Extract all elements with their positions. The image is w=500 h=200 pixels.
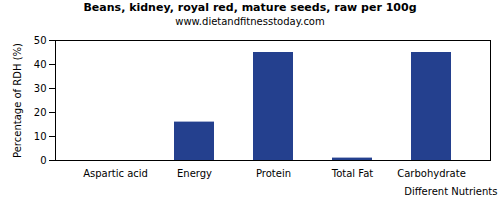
svg-text:40: 40 xyxy=(34,59,47,70)
svg-text:30: 30 xyxy=(34,83,47,94)
svg-text:Total Fat: Total Fat xyxy=(331,168,373,179)
svg-text:20: 20 xyxy=(34,107,47,118)
html-text:www.dietandfitnesstoday.com: www.dietandfitnesstoday.com xyxy=(175,16,325,27)
svg-text:Carbohydrate: Carbohydrate xyxy=(397,168,466,179)
svg-text:50: 50 xyxy=(34,35,47,46)
svg-text:0: 0 xyxy=(40,155,46,166)
svg-text:10: 10 xyxy=(34,131,47,142)
svg-text:Protein: Protein xyxy=(256,168,291,179)
svg-text:Aspartic acid: Aspartic acid xyxy=(83,168,148,179)
svg-text:Energy: Energy xyxy=(177,168,212,179)
svg-text:Percentage of RDH (%): Percentage of RDH (%) xyxy=(12,43,23,158)
svg-text:Different Nutrients: Different Nutrients xyxy=(404,186,497,197)
html-text:Beans, kidney, royal red, matu: Beans, kidney, royal red, mature seeds, … xyxy=(83,1,417,14)
